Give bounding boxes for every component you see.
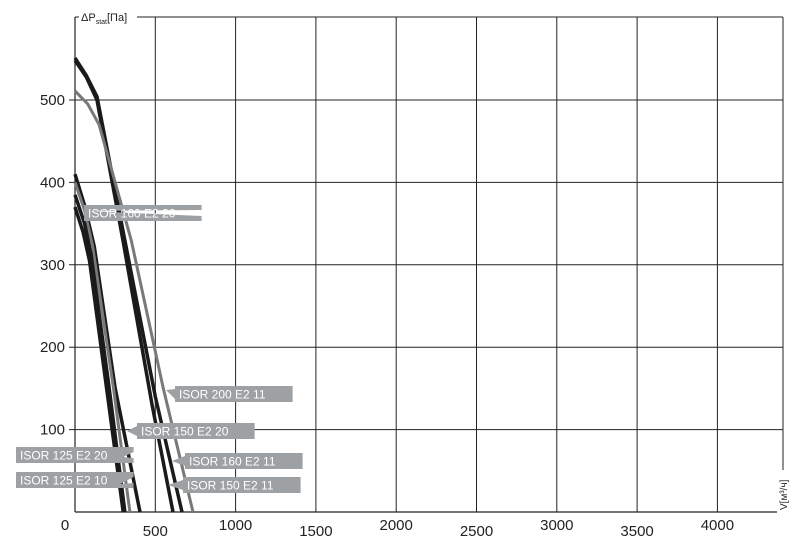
x-tick-label: 500 (143, 523, 168, 540)
series-line (73, 206, 125, 513)
series-label-text: ISOR 150 E2 11 (187, 479, 274, 493)
series-label-bg (16, 472, 134, 488)
series-label-bg (84, 205, 202, 221)
y-axis-label-ylabel_unit: [Па] (107, 12, 127, 24)
series-line (73, 194, 127, 513)
y-tick-label: 500 (40, 92, 65, 109)
series-label-bg (127, 423, 255, 439)
series-label: ISOR 150 E2 20 (127, 423, 255, 439)
series-line (73, 181, 132, 513)
y-axis-label: ΔPstat[Па] (81, 12, 127, 26)
series-label-bg (166, 386, 293, 402)
series-label-text: ISOR 125 E2 20 (20, 449, 108, 463)
series-label-text: ISOR 160 E2 11 (189, 455, 276, 469)
series-label: ISOR 200 E2 11 (166, 386, 293, 402)
x-tick-label: 3000 (540, 517, 573, 534)
y-tick-label: 400 (40, 174, 65, 191)
y-tick-label: 200 (40, 339, 65, 356)
series-line (73, 59, 175, 513)
y-axis-label-ylabel_sub: stat (96, 19, 107, 26)
y-axis-label-ylabel: ΔP (81, 12, 96, 24)
series-label-text: ISOR 150 E2 20 (141, 425, 229, 439)
x-tick-label: 4000 (701, 517, 734, 534)
series-label-text: ISOR 125 E2 10 (20, 474, 108, 488)
series-label: ISOR 160 E2 11 (172, 453, 303, 469)
x-axis-label-bg (777, 470, 789, 514)
x-tick-label: 0 (61, 517, 69, 534)
series-line (73, 89, 195, 513)
series-label: ISOR 125 E2 10 (16, 472, 134, 488)
y-axis-label-bg (79, 9, 137, 23)
series-label-bg (168, 477, 301, 493)
series-label-text: ISOR 200 E2 11 (179, 388, 266, 402)
x-tick-label: 2500 (460, 523, 493, 540)
x-tick-label: 1500 (299, 523, 332, 540)
series-label-text: ISOR 160 E2 20 (88, 207, 176, 221)
x-tick-label: 3500 (620, 523, 653, 540)
y-tick-label: 100 (40, 422, 65, 439)
series-label: ISOR 125 E2 20 (16, 447, 134, 463)
series-label: ISOR 150 E2 11 (168, 477, 301, 493)
series-label-bg (16, 447, 134, 463)
x-tick-label: 1000 (219, 517, 252, 534)
series-label-bg (172, 453, 303, 469)
x-axis-label: V[м³/ч] (779, 479, 790, 510)
x-tick-label: 2000 (380, 517, 413, 534)
series-line (73, 173, 142, 513)
y-tick-label: 300 (40, 257, 65, 274)
series-label: ISOR 160 E2 20 (84, 205, 202, 221)
